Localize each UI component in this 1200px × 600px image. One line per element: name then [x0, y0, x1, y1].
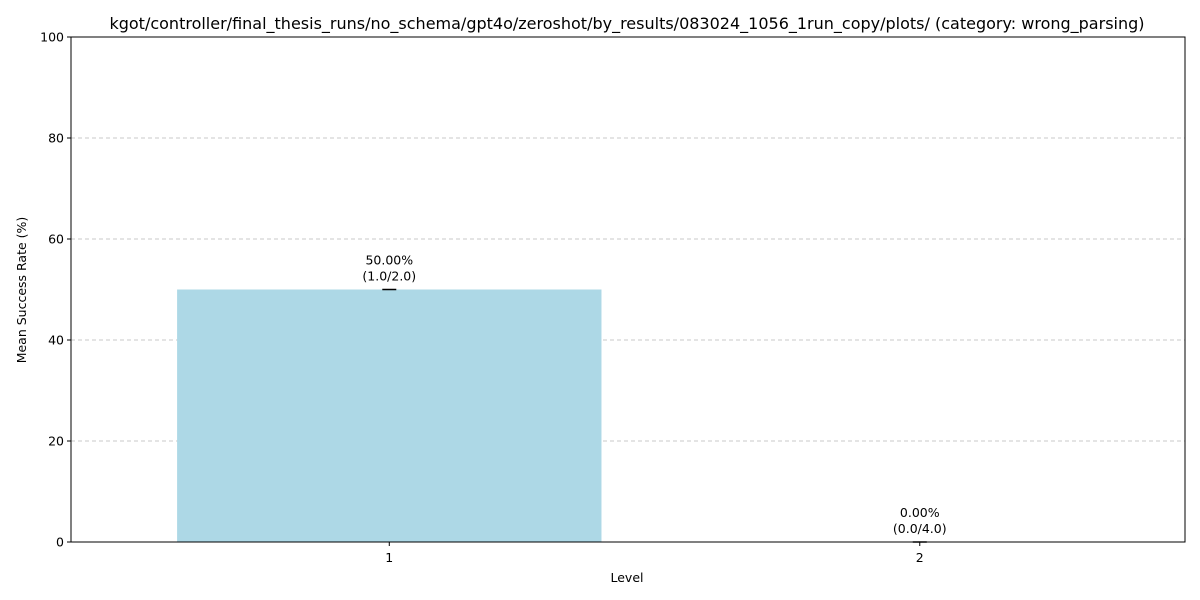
y-axis: 0 20 40 60 80 100 — [40, 30, 71, 550]
bar — [177, 289, 602, 542]
plot-frame — [70, 36, 1186, 543]
y-axis-label: Mean Success Rate (%) — [14, 217, 29, 364]
y-tick-label: 60 — [48, 232, 64, 247]
y-tick-label: 20 — [48, 434, 64, 449]
y-tick-label: 100 — [40, 30, 64, 45]
y-tick-label: 40 — [48, 333, 64, 348]
y-tick-label: 80 — [48, 131, 64, 146]
y-tick-label: 0 — [56, 535, 64, 550]
bar-value-label: 0.00% — [900, 505, 940, 520]
bar-count-label: (1.0/2.0) — [362, 269, 416, 284]
bars — [177, 289, 602, 542]
bar-labels: 50.00%(1.0/2.0) 0.00%(0.0/4.0) — [362, 253, 946, 537]
bar-value-label: 50.00% — [365, 253, 413, 268]
x-axis-label: Level — [611, 570, 644, 585]
x-tick-label: 2 — [916, 550, 924, 565]
chart-title: kgot/controller/final_thesis_runs/no_sch… — [109, 14, 1144, 34]
x-tick-label: 1 — [385, 550, 393, 565]
bar-count-label: (0.0/4.0) — [893, 521, 947, 536]
